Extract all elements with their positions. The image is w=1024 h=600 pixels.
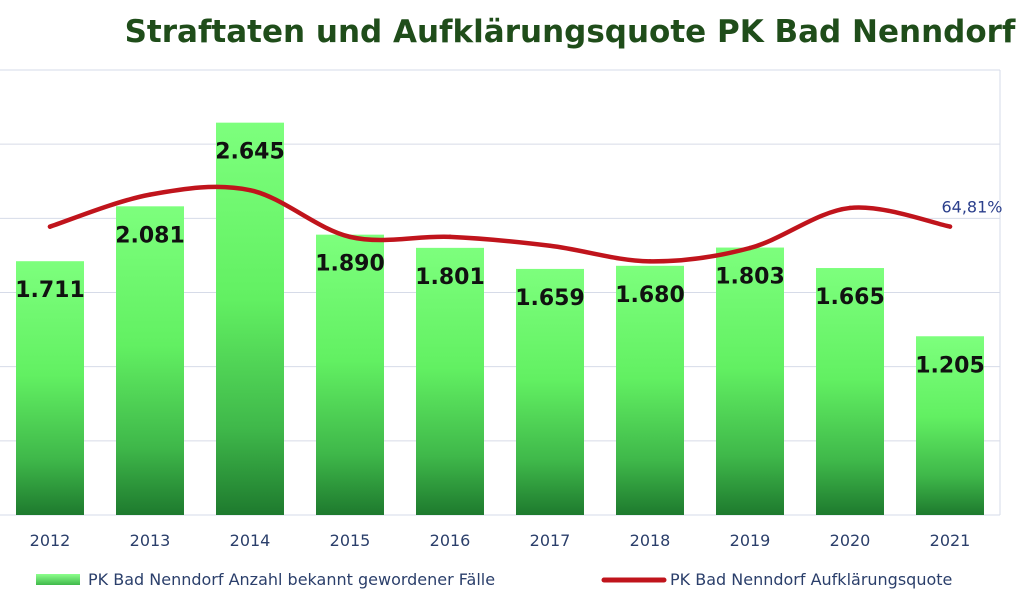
line-point xyxy=(447,234,453,240)
x-tick-label: 2014 xyxy=(230,531,271,550)
legend-label-line: PK Bad Nenndorf Aufklärungsquote xyxy=(670,570,952,589)
x-axis-labels: 2012 2013 2014 2015 2016 2017 2018 2019 2020 2021 xyxy=(30,531,971,550)
bar-data-label: 1.803 xyxy=(715,265,785,290)
line-point xyxy=(147,192,153,197)
bar-data-label: 1.890 xyxy=(315,252,385,277)
line-data-label: 64,81% xyxy=(941,198,1002,217)
bar-data-label: 1.659 xyxy=(515,286,585,311)
line-path xyxy=(47,184,953,264)
bar xyxy=(216,122,284,516)
x-tick-label: 2013 xyxy=(130,531,171,550)
bar-data-label: 1.665 xyxy=(815,285,885,310)
x-tick-label: 2020 xyxy=(830,531,871,550)
x-tick-label: 2021 xyxy=(930,531,971,550)
x-tick-label: 2018 xyxy=(630,531,671,550)
line-series: 64,81% xyxy=(47,184,1003,264)
line-point xyxy=(47,224,53,229)
x-tick-label: 2012 xyxy=(30,531,71,550)
line-point xyxy=(847,205,853,211)
bar xyxy=(716,247,784,515)
bar-data-label: 1.680 xyxy=(615,283,685,308)
bar-data-label: 1.801 xyxy=(415,265,485,290)
x-tick-label: 2017 xyxy=(530,531,571,550)
bar xyxy=(616,265,684,515)
bar xyxy=(816,268,884,515)
line-point xyxy=(747,245,753,251)
line-point xyxy=(947,224,953,229)
x-tick-label: 2015 xyxy=(330,531,371,550)
x-tick-label: 2019 xyxy=(730,531,771,550)
x-tick-label: 2016 xyxy=(430,531,471,550)
bar-data-label: 2.645 xyxy=(215,140,285,165)
chart-title: Straftaten und Aufklärungsquote PK Bad N… xyxy=(125,14,1016,50)
bar xyxy=(316,234,384,515)
legend-swatch-bars xyxy=(36,574,80,585)
bar xyxy=(516,268,584,515)
legend-label-bars: PK Bad Nenndorf Anzahl bekannt gewordene… xyxy=(88,570,495,589)
line-point xyxy=(347,234,353,240)
bar xyxy=(16,261,84,515)
bar xyxy=(116,206,184,515)
bar xyxy=(416,247,484,515)
line-point xyxy=(547,243,553,248)
bar-data-label: 1.205 xyxy=(915,353,985,378)
bar xyxy=(916,336,984,515)
line-point xyxy=(247,187,253,193)
line-point xyxy=(647,259,653,264)
bar-data-label: 2.081 xyxy=(115,223,185,248)
bar-data-labels: 1.711 2.081 2.645 1.890 1.801 1.659 1.680 1.803… xyxy=(15,140,985,379)
bar-series xyxy=(16,122,984,516)
bar-data-label: 1.711 xyxy=(15,278,85,303)
legend: PK Bad Nenndorf Anzahl bekannt gewordene… xyxy=(36,570,952,589)
